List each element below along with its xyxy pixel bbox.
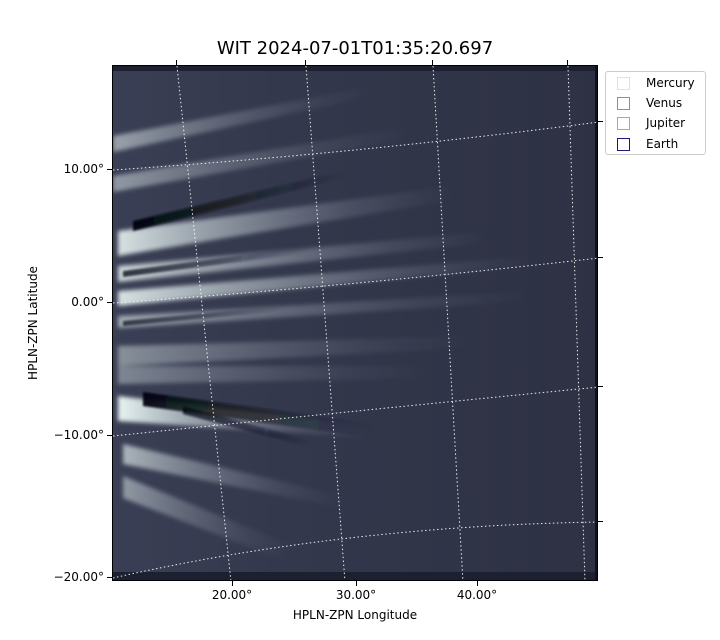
legend-label: Venus bbox=[646, 96, 683, 110]
y-tick-mark bbox=[107, 577, 112, 578]
x-axis-label: HPLN-ZPN Longitude bbox=[292, 608, 418, 622]
legend-label: Earth bbox=[646, 137, 679, 151]
legend-swatch-mercury bbox=[617, 76, 630, 90]
streamers-dark bbox=[123, 171, 375, 448]
legend: Mercury Venus Jupiter Earth bbox=[605, 71, 706, 155]
legend-item-earth: Earth bbox=[617, 136, 678, 152]
x-tick-mark bbox=[477, 581, 478, 586]
right-tick-mark bbox=[598, 121, 603, 122]
x-tick-mark bbox=[356, 581, 357, 586]
y-tick-label: −20.00° bbox=[53, 570, 104, 584]
top-tick-mark bbox=[305, 60, 306, 65]
y-tick-label: 0.00° bbox=[71, 295, 104, 309]
legend-item-mercury: Mercury bbox=[617, 75, 695, 91]
y-tick-label: −10.00° bbox=[53, 428, 104, 442]
coordinate-grid bbox=[113, 66, 597, 580]
heliospheric-image bbox=[112, 65, 598, 581]
right-tick-mark bbox=[598, 257, 603, 258]
y-tick-mark bbox=[107, 302, 112, 303]
legend-item-venus: Venus bbox=[617, 95, 682, 111]
legend-swatch-venus bbox=[617, 96, 630, 110]
y-axis-label: HPLN-ZPN Latitude bbox=[26, 266, 40, 380]
x-tick-mark bbox=[232, 581, 233, 586]
y-tick-mark bbox=[107, 169, 112, 170]
right-tick-mark bbox=[598, 521, 603, 522]
top-tick-mark bbox=[432, 60, 433, 65]
top-tick-mark bbox=[567, 60, 568, 65]
right-tick-mark bbox=[598, 386, 603, 387]
legend-label: Jupiter bbox=[646, 116, 686, 130]
y-tick-mark bbox=[107, 435, 112, 436]
x-tick-label: 30.00° bbox=[335, 588, 377, 602]
y-tick-label: 10.00° bbox=[63, 162, 104, 176]
image-canvas bbox=[113, 66, 597, 580]
legend-label: Mercury bbox=[646, 76, 695, 90]
x-tick-label: 20.00° bbox=[211, 588, 253, 602]
plot-title: WIT 2024-07-01T01:35:20.697 bbox=[216, 38, 494, 59]
legend-swatch-jupiter bbox=[617, 116, 630, 130]
legend-swatch-earth bbox=[617, 137, 630, 151]
legend-item-jupiter: Jupiter bbox=[617, 115, 685, 131]
top-tick-mark bbox=[176, 60, 177, 65]
x-tick-label: 40.00° bbox=[456, 588, 498, 602]
